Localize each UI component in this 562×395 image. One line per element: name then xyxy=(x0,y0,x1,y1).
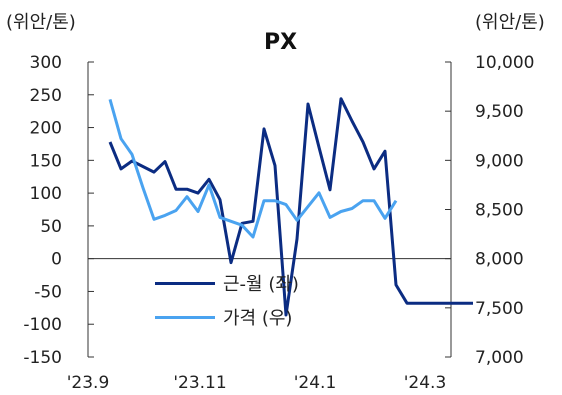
right-axis-tick-label: 7,000 xyxy=(475,348,524,368)
chart-title: PX xyxy=(264,30,298,55)
left-axis-tick-label: 300 xyxy=(30,53,62,73)
left-axis-tick-label: 100 xyxy=(30,184,62,204)
legend-label-spread: 근-월 (좌) xyxy=(223,274,299,295)
left-axis-tick-label: 250 xyxy=(30,86,62,106)
left-axis-tick-label: -100 xyxy=(23,315,62,335)
right-axis-tick-label: 10,000 xyxy=(475,53,534,73)
right-axis-tick-label: 8,000 xyxy=(475,250,524,270)
left-axis-unit: (위안/톤) xyxy=(6,12,76,33)
left-axis-tick-label: -50 xyxy=(34,282,62,302)
legend-swatch-spread xyxy=(155,281,215,285)
left-axis-tick-label: -150 xyxy=(23,348,62,368)
legend-item-spread: 근-월 (좌) xyxy=(155,266,299,300)
legend: 근-월 (좌) 가격 (우) xyxy=(155,266,299,334)
right-axis-tick-label: 9,500 xyxy=(475,102,524,122)
left-axis-tick-label: 50 xyxy=(40,217,62,237)
x-axis-tick-label: '24.3 xyxy=(404,373,447,393)
left-axis-tick-label: 0 xyxy=(51,250,62,270)
x-axis-tick-label: '24.1 xyxy=(294,373,337,393)
right-axis-tick-label: 9,000 xyxy=(475,151,524,171)
right-axis-tick-label: 8,500 xyxy=(475,201,524,221)
series-line-price xyxy=(108,98,398,239)
left-axis-tick-label: 200 xyxy=(30,119,62,139)
right-axis-unit: (위안/톤) xyxy=(475,12,545,33)
series-line-spread xyxy=(108,97,473,317)
legend-label-price: 가격 (우) xyxy=(223,308,293,329)
legend-swatch-price xyxy=(155,315,215,319)
legend-item-price: 가격 (우) xyxy=(155,300,299,334)
right-axis-tick-label: 7,500 xyxy=(475,299,524,319)
x-axis-tick-label: '23.11 xyxy=(173,373,226,393)
x-axis-tick-label: '23.9 xyxy=(67,373,110,393)
left-axis-tick-label: 150 xyxy=(30,151,62,171)
